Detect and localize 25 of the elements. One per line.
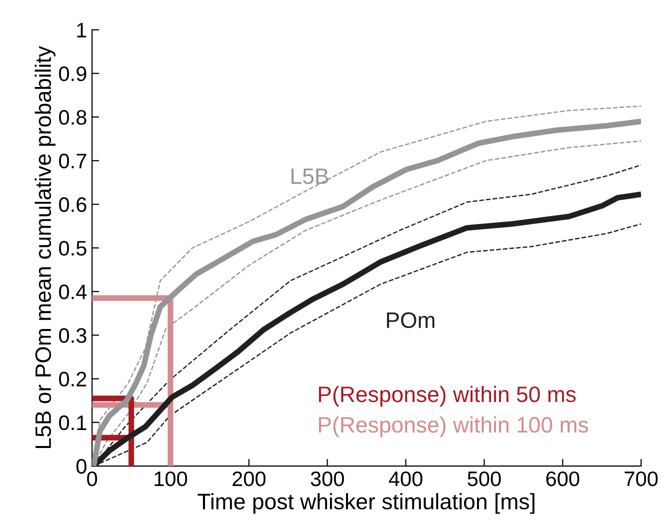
y-tick-label: 0.2 [59, 372, 86, 387]
y-tick-label: 0.3 [59, 328, 86, 343]
x-tick-label: 0 [87, 471, 98, 486]
y-tick-label: 1 [77, 23, 86, 38]
x-tick-label: 400 [388, 471, 422, 486]
y-tick-label: 0.9 [59, 66, 86, 82]
series-label: L5B [292, 168, 328, 184]
text: POm [387, 312, 434, 328]
y-tick-label: 0 [76, 459, 86, 474]
y-tick-label: 0.4 [59, 284, 87, 300]
x-tick-label: 200 [232, 471, 266, 486]
x-axis-title: Time post whisker stimulation [ms] [198, 493, 534, 514]
y-tick-label: 0.6 [59, 197, 86, 212]
x-tick-label: 500 [468, 471, 501, 486]
y-tick-label: 0.1 [59, 415, 86, 430]
y-tick-label: 0.7 [59, 154, 86, 168]
text: P(Response) within 50 ms [318, 386, 576, 407]
text: P(Response) within 100 ms [318, 416, 588, 438]
y-tick-label: 0.5 [59, 240, 86, 256]
x-tick-label: 600 [546, 471, 580, 486]
y-axis-title: L5B or POm mean cumulative probability [34, 46, 56, 448]
x-tick-label: 300 [310, 471, 344, 486]
x-tick-label: 700 [624, 471, 658, 486]
x-tick-label: 100 [154, 471, 188, 486]
y-tick-label: 0.8 [59, 110, 86, 125]
